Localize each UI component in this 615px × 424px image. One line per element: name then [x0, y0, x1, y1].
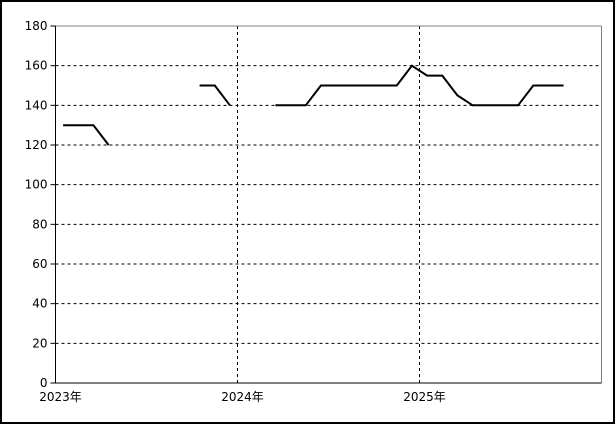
x-tick-label: 2023年 [39, 390, 82, 404]
y-tick-label: 120 [25, 138, 48, 152]
x-axis-labels: 2023年 2024年 2025年 [39, 390, 446, 404]
axes [55, 26, 602, 384]
y-tick-label: 140 [25, 98, 48, 112]
y-tick-label: 40 [32, 297, 47, 311]
y-tick-label: 160 [25, 59, 48, 73]
y-tick-label: 80 [32, 217, 47, 231]
y-tick-label: 100 [25, 178, 48, 192]
data-line-segment [63, 124, 110, 146]
y-tick-label: 20 [32, 336, 47, 350]
data-line-segment [275, 64, 564, 107]
y-tick-label: 180 [25, 19, 48, 33]
data-line [63, 64, 564, 146]
data-line-segment [199, 84, 231, 106]
x-tick-label: 2024年 [221, 390, 264, 404]
plot-border [55, 25, 602, 383]
y-tick-label: 60 [32, 257, 47, 271]
y-axis-labels: 0 20 40 60 80 100 120 140 160 180 [25, 19, 48, 390]
x-tick-label: 2025年 [403, 390, 446, 404]
y-tick-label: 0 [40, 376, 48, 390]
gridlines [55, 26, 602, 383]
y-axis-ticks [50, 25, 56, 384]
